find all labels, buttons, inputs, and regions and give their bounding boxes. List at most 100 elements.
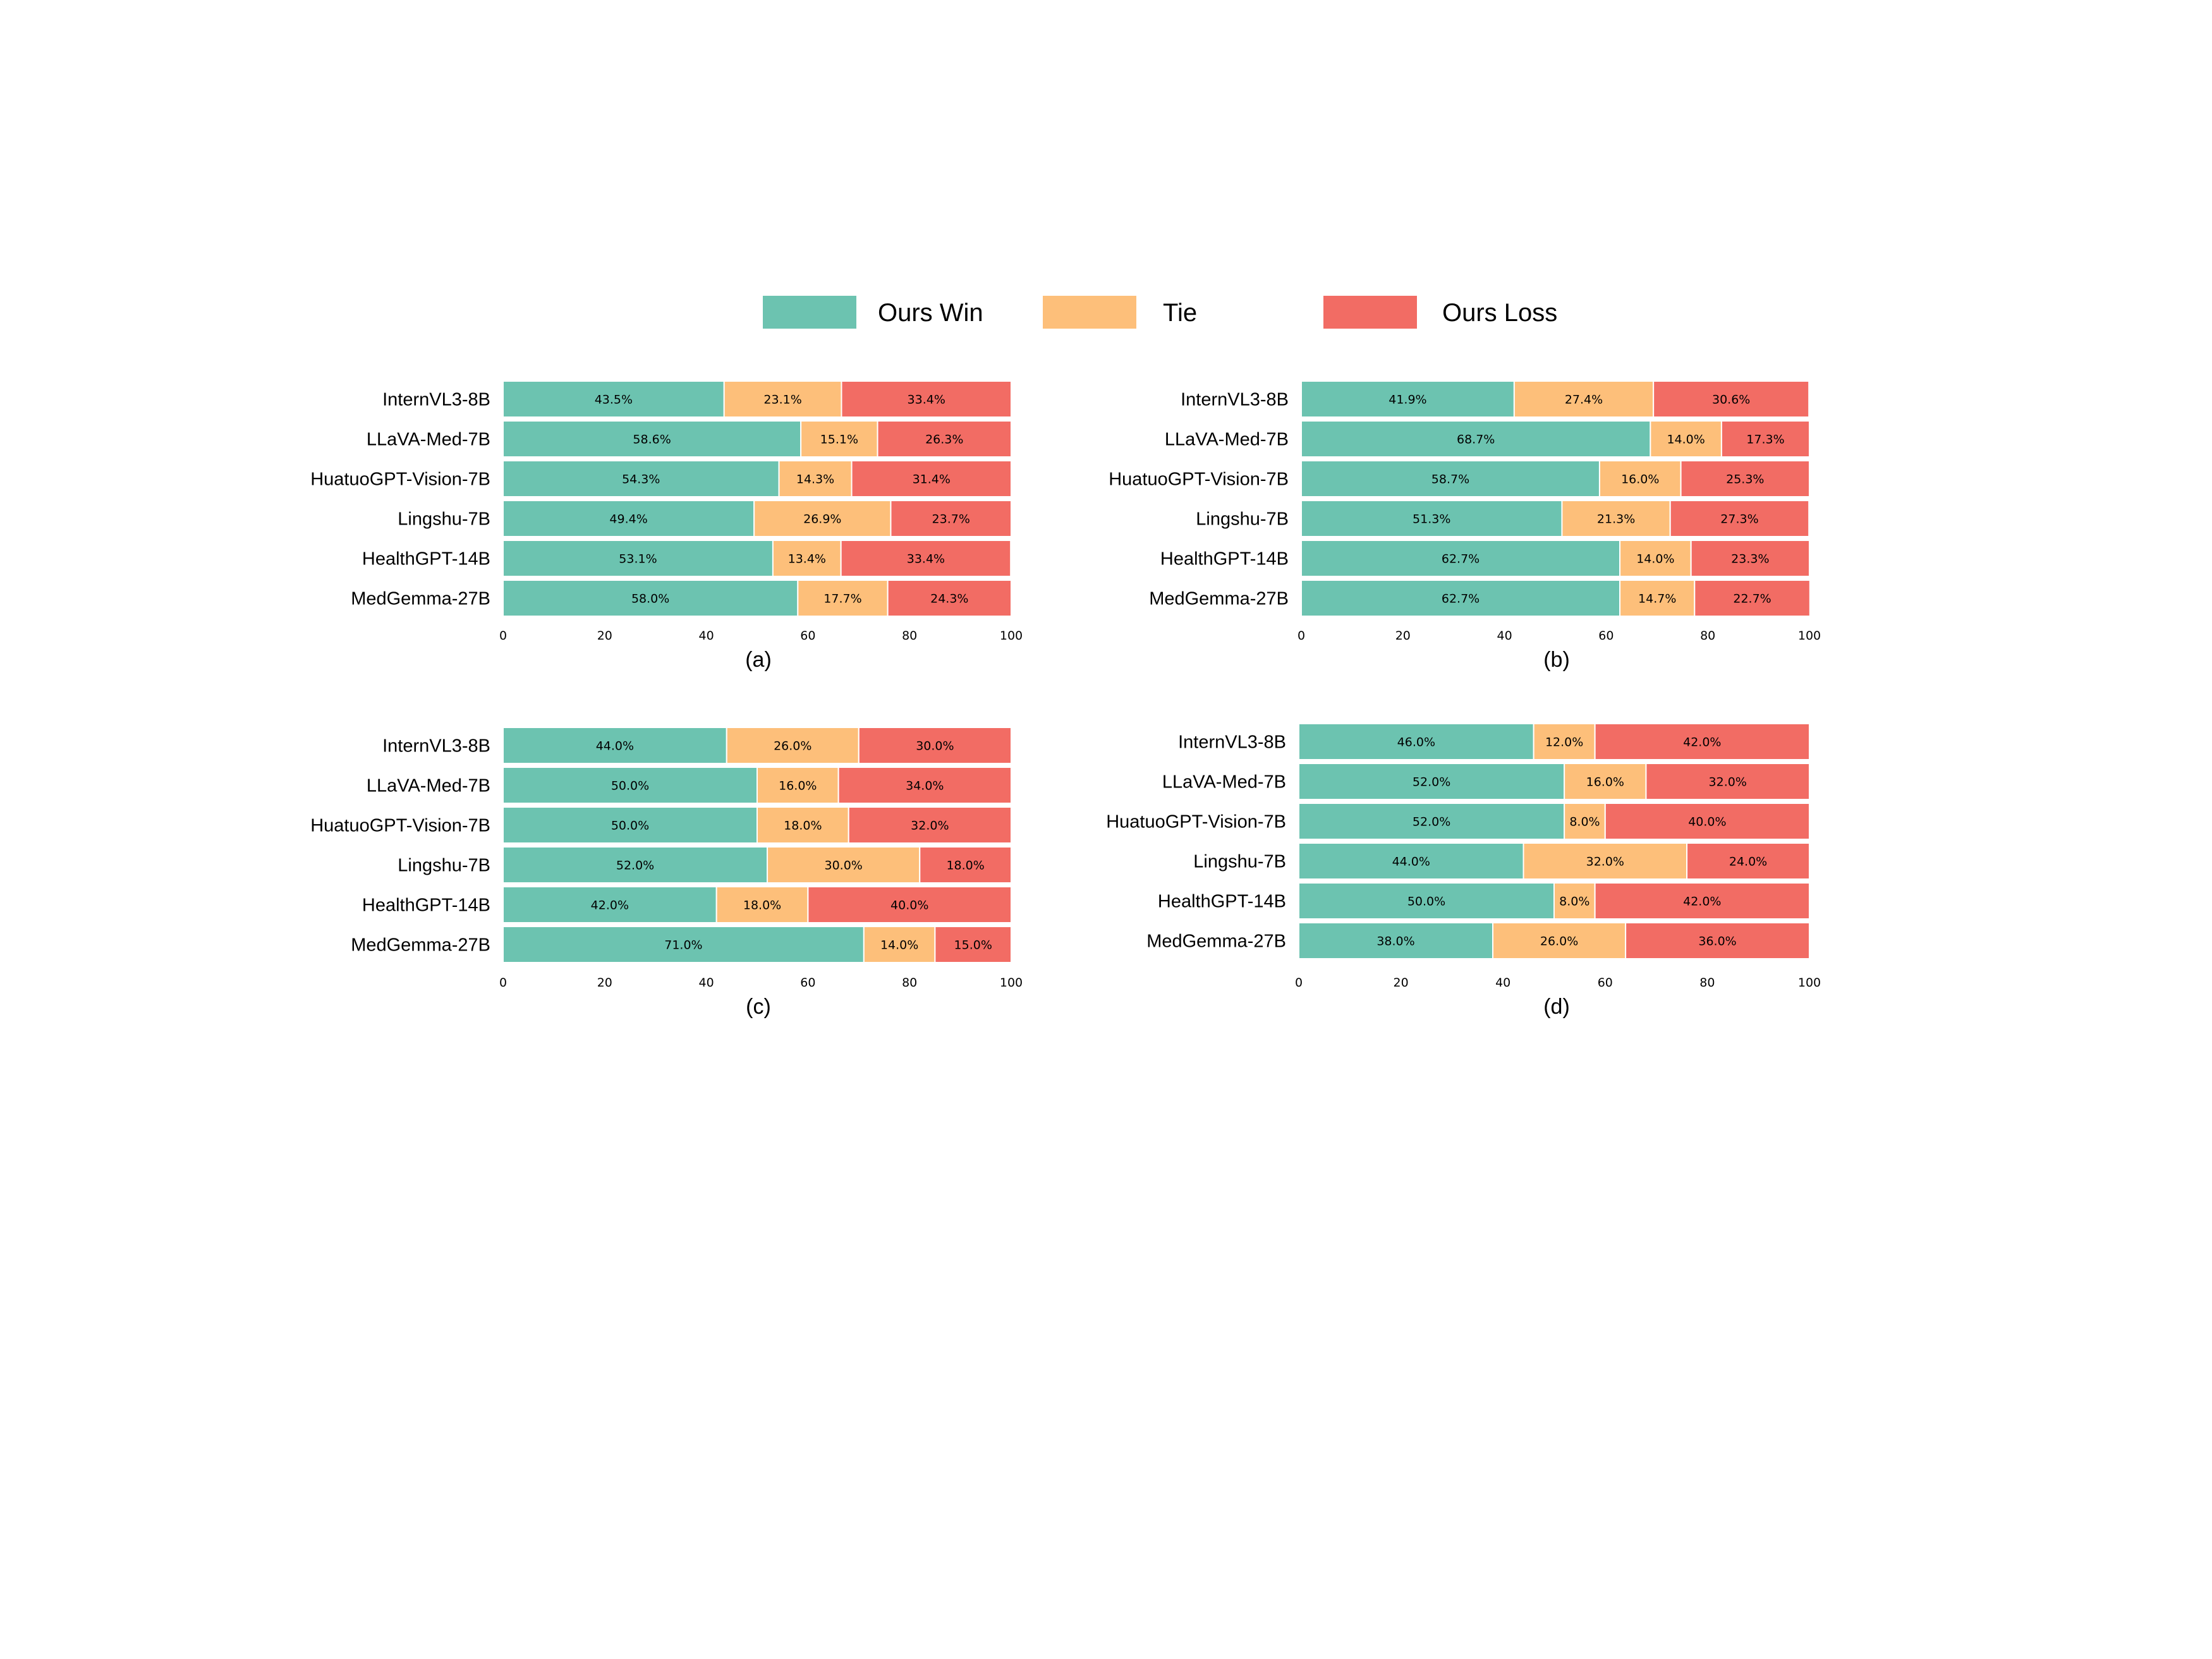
bar-segment-loss bbox=[840, 540, 1012, 577]
x-tick-label: 40 bbox=[699, 976, 714, 990]
y-tick-label: InternVL3-8B bbox=[382, 390, 490, 410]
bar-segment-win bbox=[1301, 460, 1600, 497]
x-tick-label: 40 bbox=[1497, 629, 1512, 643]
bar-segment-tie bbox=[778, 460, 853, 497]
x-tick-label: 100 bbox=[1000, 976, 1023, 990]
bar-segment-loss bbox=[1594, 723, 1810, 760]
data-label-tie: 15.1% bbox=[820, 433, 858, 447]
data-label-win: 43.5% bbox=[595, 393, 633, 407]
data-label-tie: 16.0% bbox=[1586, 775, 1624, 789]
data-label-tie: 21.3% bbox=[1597, 513, 1635, 526]
data-label-tie: 23.1% bbox=[763, 393, 801, 407]
data-label-win: 46.0% bbox=[1397, 736, 1435, 750]
bar-segment-tie bbox=[1619, 580, 1696, 617]
data-label-loss: 25.3% bbox=[1726, 473, 1764, 487]
data-label-win: 53.1% bbox=[619, 552, 657, 566]
chart-panel-b: InternVL3-8B 41.9% 27.4% 30.6% LLaVA-Med-7B 6… bbox=[1109, 380, 1821, 672]
y-tick-label: InternVL3-8B bbox=[382, 736, 490, 757]
data-label-loss: 17.3% bbox=[1746, 433, 1784, 447]
x-tick-label: 100 bbox=[1798, 629, 1821, 643]
bar-segment-loss bbox=[1604, 803, 1811, 840]
data-label-win: 68.7% bbox=[1457, 433, 1495, 447]
legend-label-tie: Tie bbox=[1163, 299, 1197, 327]
data-label-loss: 22.7% bbox=[1733, 592, 1771, 606]
y-tick-label: Lingshu-7B bbox=[398, 509, 490, 530]
bar-segment-win bbox=[1301, 380, 1515, 418]
chart-panel-c: InternVL3-8B 44.0% 26.0% 30.0% LLaVA-Med-7B 5… bbox=[310, 727, 1023, 1019]
x-tick-label: 80 bbox=[902, 629, 917, 643]
bar-segment-win bbox=[1301, 580, 1621, 617]
data-label-win: 44.0% bbox=[1392, 855, 1430, 869]
y-tick-label: HuatuoGPT-Vision-7B bbox=[1109, 470, 1289, 490]
bar-segment-loss bbox=[851, 460, 1012, 497]
data-label-loss: 26.3% bbox=[925, 433, 963, 447]
bar-segment-loss bbox=[1669, 500, 1810, 537]
data-label-tie: 18.0% bbox=[784, 819, 822, 833]
data-label-tie: 16.0% bbox=[1621, 473, 1659, 487]
bar-segment-loss bbox=[837, 767, 1012, 804]
data-label-win: 50.0% bbox=[1407, 895, 1445, 909]
x-tick-label: 0 bbox=[499, 976, 507, 990]
bar-segment-loss bbox=[934, 926, 1012, 963]
bar-segment-loss bbox=[1686, 842, 1811, 880]
y-tick-label: Lingshu-7B bbox=[1196, 509, 1289, 530]
data-label-tie: 26.0% bbox=[774, 739, 811, 753]
y-tick-label: LLaVA-Med-7B bbox=[367, 430, 490, 450]
data-label-loss: 31.4% bbox=[913, 473, 951, 487]
data-label-tie: 8.0% bbox=[1559, 895, 1589, 909]
legend-swatch-win bbox=[763, 296, 856, 329]
data-label-loss: 40.0% bbox=[1688, 815, 1726, 829]
data-label-tie: 14.0% bbox=[1636, 552, 1674, 566]
y-tick-label: Lingshu-7B bbox=[398, 856, 490, 876]
data-label-win: 50.0% bbox=[611, 779, 649, 793]
bar-segment-loss bbox=[919, 846, 1012, 884]
data-label-tie: 14.0% bbox=[880, 939, 918, 952]
chart-panel-a: InternVL3-8B 43.5% 23.1% 33.4% LLaVA-Med-7B 5… bbox=[310, 380, 1023, 672]
data-label-loss: 32.0% bbox=[911, 819, 949, 833]
y-tick-label: LLaVA-Med-7B bbox=[367, 776, 490, 796]
bar-segment-tie bbox=[863, 926, 936, 963]
bar-segment-tie bbox=[1650, 420, 1722, 458]
data-label-tie: 26.9% bbox=[803, 513, 841, 526]
data-label-loss: 36.0% bbox=[1698, 935, 1736, 949]
x-tick-label: 40 bbox=[1495, 976, 1510, 990]
x-tick-label: 20 bbox=[1395, 629, 1411, 643]
bar-segment-tie bbox=[1561, 500, 1671, 537]
data-label-loss: 33.4% bbox=[907, 552, 945, 566]
x-tick-label: 40 bbox=[699, 629, 714, 643]
bar-segment-win bbox=[1298, 842, 1524, 880]
bar-segment-win bbox=[1298, 723, 1534, 760]
y-tick-label: HuatuoGPT-Vision-7B bbox=[310, 470, 490, 490]
y-tick-label: HealthGPT-14B bbox=[1160, 549, 1289, 569]
bar-segment-win bbox=[502, 806, 758, 844]
bar-segment-tie bbox=[1564, 763, 1647, 800]
bar-segment-loss bbox=[1720, 420, 1810, 458]
bar-segment-win bbox=[502, 727, 727, 764]
legend-label-loss: Ours Loss bbox=[1442, 299, 1557, 327]
x-tick-label: 60 bbox=[800, 976, 815, 990]
bar-segment-win bbox=[502, 380, 725, 418]
x-tick-label: 20 bbox=[597, 976, 612, 990]
data-label-win: 52.0% bbox=[1413, 815, 1450, 829]
data-label-tie: 32.0% bbox=[1586, 855, 1624, 869]
x-tick-label: 100 bbox=[1798, 976, 1821, 990]
data-label-loss: 30.6% bbox=[1712, 393, 1750, 407]
y-tick-label: HuatuoGPT-Vision-7B bbox=[1106, 812, 1286, 832]
data-label-tie: 30.0% bbox=[825, 859, 863, 873]
data-label-loss: 23.7% bbox=[932, 513, 970, 526]
bar-segment-loss bbox=[807, 886, 1012, 923]
data-label-tie: 13.4% bbox=[788, 552, 826, 566]
data-label-tie: 26.0% bbox=[1540, 935, 1578, 949]
data-label-win: 58.0% bbox=[631, 592, 669, 606]
y-tick-label: MedGemma-27B bbox=[351, 589, 490, 609]
data-label-loss: 32.0% bbox=[1709, 775, 1747, 789]
bar-segment-loss bbox=[841, 380, 1012, 418]
data-label-tie: 14.7% bbox=[1638, 592, 1676, 606]
bar-segment-tie bbox=[715, 886, 809, 923]
bar-segment-win bbox=[1301, 500, 1563, 537]
x-tick-label: 60 bbox=[1598, 629, 1613, 643]
bar-segment-loss bbox=[848, 806, 1012, 844]
x-tick-label: 80 bbox=[1700, 629, 1715, 643]
bar-segment-loss bbox=[1694, 580, 1811, 617]
